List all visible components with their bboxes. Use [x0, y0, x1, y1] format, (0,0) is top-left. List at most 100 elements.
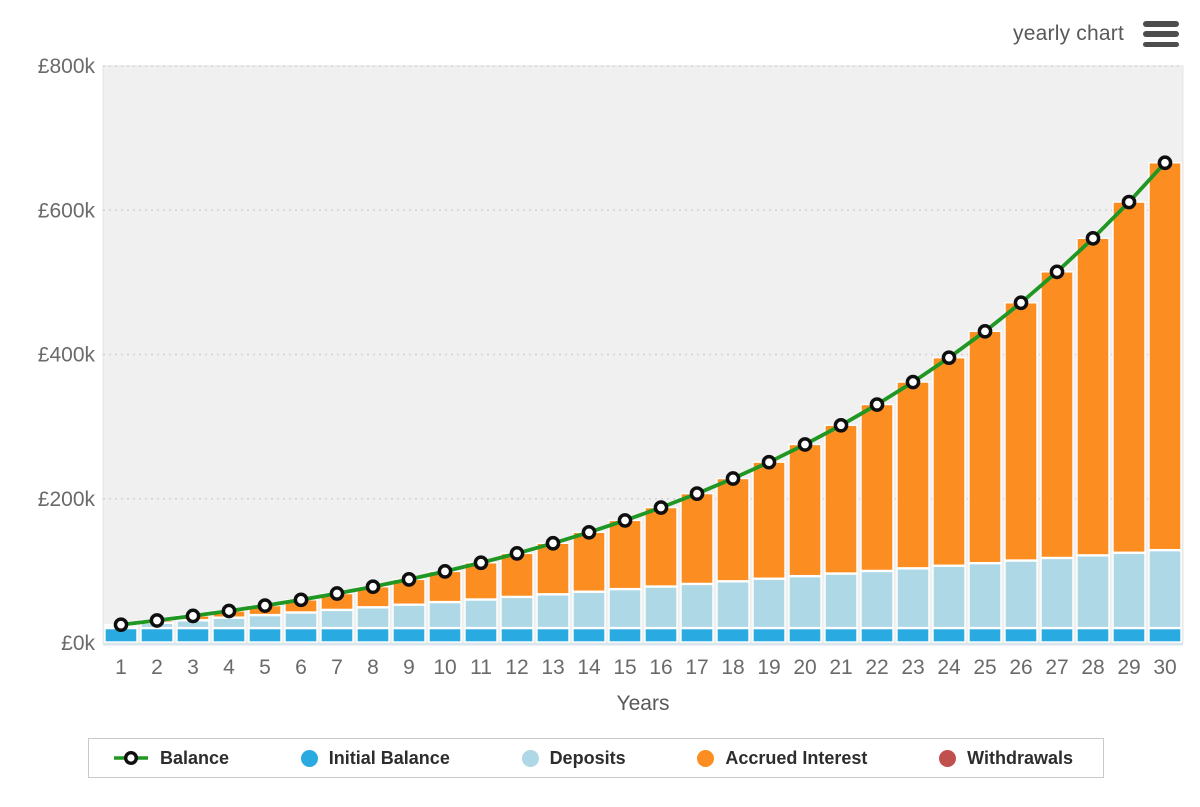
bar-segment-accrued-interest[interactable]	[932, 357, 966, 566]
bar-segment-initial-balance[interactable]	[1112, 627, 1146, 643]
balance-marker-year-17[interactable]	[689, 486, 705, 501]
bar-segment-deposits[interactable]	[320, 609, 354, 629]
bar-segment-initial-balance[interactable]	[932, 627, 966, 643]
bar-segment-initial-balance[interactable]	[284, 627, 318, 643]
bar-segment-accrued-interest[interactable]	[536, 542, 570, 595]
bar-segment-deposits[interactable]	[536, 594, 570, 629]
bar-stack-year-30[interactable]	[1148, 162, 1182, 643]
balance-marker-year-20[interactable]	[797, 437, 813, 452]
bar-segment-accrued-interest[interactable]	[680, 492, 714, 585]
bar-segment-initial-balance[interactable]	[896, 627, 930, 643]
bar-segment-deposits[interactable]	[1040, 557, 1074, 629]
bar-segment-initial-balance[interactable]	[824, 627, 858, 643]
bar-segment-accrued-interest[interactable]	[1076, 237, 1110, 556]
bar-stack-year-27[interactable]	[1040, 271, 1074, 643]
bar-segment-initial-balance[interactable]	[1076, 627, 1110, 643]
bar-segment-deposits[interactable]	[356, 607, 390, 629]
bar-segment-deposits[interactable]	[392, 604, 426, 629]
balance-marker-year-6[interactable]	[293, 592, 309, 608]
bar-segment-deposits[interactable]	[788, 575, 822, 629]
bar-stack-year-26[interactable]	[1004, 302, 1038, 643]
bar-segment-deposits[interactable]	[716, 581, 750, 629]
bar-segment-deposits[interactable]	[284, 612, 318, 629]
balance-marker-year-25[interactable]	[977, 323, 993, 339]
bar-segment-accrued-interest[interactable]	[1148, 162, 1182, 551]
balance-marker-year-10[interactable]	[437, 564, 453, 579]
bar-stack-year-14[interactable]	[572, 531, 606, 643]
bar-segment-deposits[interactable]	[608, 588, 642, 629]
balance-marker-year-14[interactable]	[581, 524, 597, 540]
bar-stack-year-12[interactable]	[500, 552, 534, 643]
bar-stack-year-11[interactable]	[464, 562, 498, 643]
bar-stack-year-13[interactable]	[536, 542, 570, 643]
bar-segment-deposits[interactable]	[1076, 555, 1110, 629]
balance-marker-year-9[interactable]	[401, 572, 417, 587]
bar-segment-initial-balance[interactable]	[536, 627, 570, 643]
bar-segment-initial-balance[interactable]	[428, 627, 462, 643]
bar-segment-initial-balance[interactable]	[1040, 627, 1074, 643]
bar-stack-year-17[interactable]	[680, 492, 714, 643]
balance-marker-year-1[interactable]	[113, 617, 129, 633]
bar-segment-initial-balance[interactable]	[500, 627, 534, 643]
bar-segment-initial-balance[interactable]	[356, 627, 390, 643]
bar-segment-accrued-interest[interactable]	[572, 531, 606, 592]
bar-stack-year-29[interactable]	[1112, 201, 1146, 643]
balance-marker-year-30[interactable]	[1157, 155, 1173, 171]
bar-segment-deposits[interactable]	[428, 601, 462, 629]
bar-segment-initial-balance[interactable]	[464, 627, 498, 643]
balance-marker-year-5[interactable]	[257, 598, 273, 613]
bar-stack-year-24[interactable]	[932, 357, 966, 643]
balance-marker-year-3[interactable]	[185, 608, 201, 624]
bar-segment-accrued-interest[interactable]	[824, 424, 858, 574]
bar-segment-initial-balance[interactable]	[392, 627, 426, 643]
balance-marker-year-27[interactable]	[1049, 264, 1065, 280]
balance-marker-year-23[interactable]	[905, 374, 921, 390]
balance-marker-year-26[interactable]	[1013, 295, 1029, 311]
bar-segment-initial-balance[interactable]	[680, 627, 714, 643]
bar-segment-deposits[interactable]	[1112, 552, 1146, 629]
bar-segment-deposits[interactable]	[212, 617, 246, 629]
bar-segment-accrued-interest[interactable]	[608, 519, 642, 590]
bar-segment-initial-balance[interactable]	[572, 627, 606, 643]
balance-marker-year-21[interactable]	[833, 417, 849, 433]
bar-segment-accrued-interest[interactable]	[896, 381, 930, 569]
bar-stack-year-15[interactable]	[608, 519, 642, 643]
bar-stack-year-7[interactable]	[320, 592, 354, 643]
bar-segment-deposits[interactable]	[1004, 560, 1038, 629]
bar-segment-deposits[interactable]	[896, 568, 930, 629]
bar-segment-deposits[interactable]	[932, 565, 966, 629]
bar-segment-accrued-interest[interactable]	[752, 461, 786, 579]
bar-segment-initial-balance[interactable]	[320, 627, 354, 643]
bar-segment-initial-balance[interactable]	[608, 627, 642, 643]
balance-marker-year-15[interactable]	[617, 513, 633, 528]
bar-segment-deposits[interactable]	[464, 599, 498, 629]
balance-marker-year-18[interactable]	[725, 471, 741, 486]
bar-stack-year-22[interactable]	[860, 403, 894, 643]
bar-segment-initial-balance[interactable]	[176, 627, 210, 643]
bar-stack-year-9[interactable]	[392, 578, 426, 643]
bar-stack-year-8[interactable]	[356, 586, 390, 643]
bar-segment-accrued-interest[interactable]	[1112, 201, 1146, 553]
bar-stack-year-20[interactable]	[788, 443, 822, 643]
bar-segment-deposits[interactable]	[824, 573, 858, 629]
bar-segment-accrued-interest[interactable]	[1004, 302, 1038, 561]
bar-segment-initial-balance[interactable]	[248, 627, 282, 643]
bar-stack-year-10[interactable]	[428, 570, 462, 643]
bar-segment-initial-balance[interactable]	[716, 627, 750, 643]
balance-marker-year-4[interactable]	[221, 603, 237, 619]
bar-stack-year-25[interactable]	[968, 330, 1002, 643]
bar-segment-accrued-interest[interactable]	[716, 477, 750, 582]
bar-stack-year-28[interactable]	[1076, 237, 1110, 643]
balance-marker-year-28[interactable]	[1085, 230, 1101, 246]
bar-segment-accrued-interest[interactable]	[968, 330, 1002, 564]
bar-segment-initial-balance[interactable]	[1004, 627, 1038, 643]
balance-marker-year-13[interactable]	[545, 535, 561, 551]
balance-marker-year-22[interactable]	[869, 397, 885, 412]
bar-stack-year-18[interactable]	[716, 477, 750, 643]
bar-segment-deposits[interactable]	[248, 614, 282, 629]
balance-marker-year-7[interactable]	[329, 586, 345, 601]
balance-marker-year-16[interactable]	[653, 500, 669, 515]
bar-segment-initial-balance[interactable]	[968, 627, 1002, 643]
bar-segment-initial-balance[interactable]	[212, 627, 246, 643]
bar-stack-year-19[interactable]	[752, 461, 786, 643]
